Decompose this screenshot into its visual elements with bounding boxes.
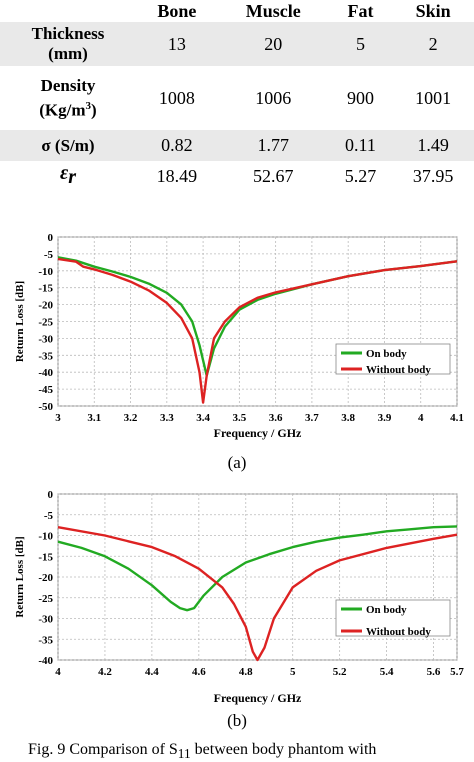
x-tick-label: 5.4: [380, 666, 394, 678]
table-cell: 1001: [415, 87, 452, 108]
table-cell: 5: [328, 22, 393, 66]
x-tick-label: 4.1: [450, 412, 464, 424]
legend-label: On body: [366, 348, 407, 360]
y-tick-label: -40: [38, 367, 53, 379]
x-tick-label: 3: [55, 412, 61, 424]
x-tick-label: 3.3: [160, 412, 174, 424]
table-cell: 1008: [158, 87, 195, 108]
tissue-properties-table: Bone Muscle Fat Skin Thickness (mm) 13 20…: [0, 0, 474, 191]
y-tick-label: -10: [38, 266, 53, 278]
y-tick-label: -15: [38, 551, 53, 563]
column-header: Bone: [157, 1, 197, 21]
y-tick-label: -35: [38, 634, 53, 646]
y-tick-label: 0: [48, 489, 54, 501]
row-label: σ (S/m): [0, 130, 136, 161]
y-tick-label: 0: [48, 232, 54, 244]
legend-box: [335, 599, 451, 637]
x-tick-label: 3.2: [124, 412, 138, 424]
table-cell: 900: [346, 87, 374, 108]
series-line: [57, 525, 458, 612]
y-tick-label: -50: [38, 401, 53, 413]
y-tick-label: -35: [38, 350, 53, 362]
x-tick-label: 4: [55, 666, 61, 678]
x-tick-label: 3.5: [232, 412, 246, 424]
x-tick-label: 5.2: [333, 666, 347, 678]
table-cell: 5.27: [344, 165, 377, 186]
y-tick-label: -30: [38, 333, 53, 345]
column-header: Fat: [347, 1, 374, 21]
caption-b: (b): [227, 711, 247, 730]
x-tick-label: 3.4: [196, 412, 210, 424]
series-line: [57, 257, 458, 404]
table-cell: 1.49: [392, 130, 474, 161]
table-header-row: Bone Muscle Fat Skin: [0, 0, 474, 22]
table-cell: 0.82: [136, 130, 218, 161]
y-axis-title: Return Loss [dB]: [14, 536, 26, 617]
y-tick-label: -20: [38, 572, 53, 584]
row-label: εr: [60, 161, 76, 189]
table-cell: 13: [136, 22, 218, 66]
legend-box: [335, 343, 451, 375]
y-tick-label: -45: [38, 384, 53, 396]
legend-label: Without body: [366, 626, 431, 638]
legend-label: Without body: [366, 364, 431, 376]
x-tick-label: 3.1: [87, 412, 101, 424]
legend-label: On body: [366, 604, 407, 616]
x-tick-label: 5.7: [450, 666, 464, 678]
y-tick-label: -25: [38, 593, 53, 605]
x-axis-title: Frequency / GHz: [214, 426, 302, 440]
return-loss-chart-b: 4 4.2 4.4 4.6 4.8 5 5.2 5.4 5.6 5.7 0 -5 -10 -15 -20 -2…: [14, 489, 464, 705]
x-tick-label: 4.2: [98, 666, 112, 678]
x-tick-label: 4.6: [192, 666, 206, 678]
table-cell: 2: [392, 22, 474, 66]
x-tick-label: 3.9: [378, 412, 392, 424]
row-label: Density (Kg/m3): [39, 75, 97, 120]
x-tick-label: 3.7: [305, 412, 319, 424]
plot-area: [57, 236, 458, 407]
y-axis-title: Return Loss [dB]: [14, 281, 26, 362]
y-tick-label: -10: [38, 531, 53, 543]
figure-caption: Fig. 9 Comparison of S11 between body ph…: [28, 741, 377, 762]
x-tick-label: 4.4: [145, 666, 159, 678]
column-header: Muscle: [245, 1, 301, 21]
x-axis-title: Frequency / GHz: [214, 691, 302, 705]
table-row-conductivity: σ (S/m) 0.82 1.77 0.11 1.49: [0, 130, 474, 161]
y-tick-label: -40: [38, 655, 53, 667]
x-tick-label: 3.8: [341, 412, 355, 424]
table-cell: 18.49: [156, 165, 198, 186]
table-cell: 1.77: [217, 130, 329, 161]
y-tick-label: -30: [38, 614, 53, 626]
x-tick-label: 3.6: [269, 412, 283, 424]
y-tick-label: -25: [38, 317, 53, 329]
table-row-permittivity: εr 18.49 52.67 5.27 37.95: [0, 161, 474, 191]
x-tick-label: 4: [418, 412, 424, 424]
y-tick-label: -5: [44, 249, 54, 261]
table-cell: 37.95: [412, 165, 454, 186]
table-cell: 20: [217, 22, 329, 66]
row-label: Thickness (mm): [0, 22, 136, 66]
x-tick-label: 4.8: [239, 666, 253, 678]
column-header: Skin: [415, 1, 451, 21]
x-tick-label: 5.6: [427, 666, 441, 678]
y-tick-label: -20: [38, 300, 53, 312]
y-tick-label: -15: [38, 283, 53, 295]
table-row-thickness: Thickness (mm) 13 20 5 2: [0, 22, 474, 66]
table-corner: [0, 0, 136, 22]
return-loss-chart-a: 3 3.1 3.2 3.3 3.4 3.5 3.6 3.7 3.8 3.9 4 4.1 0 -5 -10 -1…: [14, 232, 464, 440]
table-cell: 0.11: [328, 130, 393, 161]
table-cell: 1006: [255, 87, 292, 108]
x-tick-label: 5: [290, 666, 296, 678]
y-tick-label: -5: [44, 510, 54, 522]
caption-a: (a): [227, 453, 247, 472]
table-cell: 52.67: [252, 165, 294, 186]
table-row-density: Density (Kg/m3) 1008 1006 900 1001: [0, 66, 474, 130]
series-line: [57, 526, 458, 662]
